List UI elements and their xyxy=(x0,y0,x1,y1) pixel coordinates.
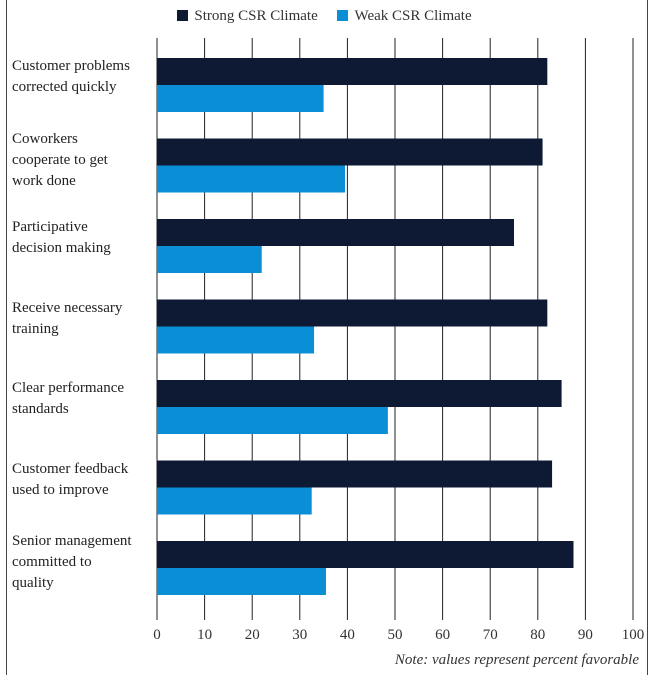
bar-strong-2 xyxy=(157,219,514,246)
x-tick-label: 90 xyxy=(577,627,593,643)
category-label-line: decision making xyxy=(12,240,111,256)
category-label-line: standards xyxy=(12,401,69,417)
category-label-line: corrected quickly xyxy=(12,79,117,95)
category-label: Customer problems corrected quickly xyxy=(12,56,157,98)
x-tick-label: 60 xyxy=(435,627,451,643)
bar-strong-4 xyxy=(157,380,562,407)
category-label-line: cooperate to get xyxy=(12,151,108,168)
x-tick-label: 0 xyxy=(153,627,161,643)
frame-border xyxy=(6,0,648,675)
legend-item-strong: Strong CSR Climate xyxy=(177,8,318,25)
x-tick-label: 100 xyxy=(621,627,645,643)
bar-weak-0 xyxy=(157,85,324,112)
legend-label-strong: Strong CSR Climate xyxy=(194,8,318,24)
bar-strong-3 xyxy=(157,299,548,327)
x-tick-label: 10 xyxy=(197,627,213,643)
category-label: Coworkers cooperate to get work done xyxy=(12,129,157,192)
category-label-line: Participative xyxy=(12,219,88,235)
legend-label-weak: Weak CSR Climate xyxy=(354,8,472,24)
bar-weak-2 xyxy=(157,246,262,273)
chart-note: Note: values represent percent favorable xyxy=(394,652,639,668)
legend: Strong CSR Climate Weak CSR Climate xyxy=(0,8,649,25)
bar-weak-3 xyxy=(157,326,315,354)
bar-strong-5 xyxy=(157,460,553,488)
bar-weak-6 xyxy=(157,568,326,595)
x-tick-label: 30 xyxy=(292,627,308,643)
category-label: Customer feedback used to improve xyxy=(12,459,157,501)
bar-weak-1 xyxy=(157,165,346,193)
x-tick-label: 70 xyxy=(482,627,498,643)
legend-swatch-weak xyxy=(337,10,349,21)
bar-strong-1 xyxy=(157,138,543,166)
bar-strong-6 xyxy=(157,541,574,568)
category-label: Senior management committed to quality xyxy=(12,531,157,594)
x-tick-label: 80 xyxy=(530,627,546,643)
category-label-line: committed to xyxy=(12,554,92,570)
bar-strong-0 xyxy=(157,58,548,85)
category-label-line: used to improve xyxy=(12,481,109,498)
legend-item-weak: Weak CSR Climate xyxy=(337,8,472,25)
category-label-line: Receive necessary xyxy=(12,299,123,316)
category-label-line: Coworkers xyxy=(12,130,78,147)
category-label: Participative decision making xyxy=(12,217,157,259)
category-label-line: Customer problems xyxy=(12,58,130,74)
category-label-line: Clear performance xyxy=(12,380,125,396)
legend-swatch-strong xyxy=(177,10,189,21)
x-tick-label: 20 xyxy=(244,627,260,643)
category-label-line: work done xyxy=(12,172,76,189)
category-label-line: Customer feedback xyxy=(12,460,129,477)
x-tick-label: 40 xyxy=(339,627,355,643)
category-label: Receive necessary training xyxy=(12,298,157,340)
category-label-line: training xyxy=(12,320,59,337)
category-label-line: Senior management xyxy=(12,533,132,549)
category-label-line: quality xyxy=(12,575,54,591)
category-label: Clear performance standards xyxy=(12,378,157,420)
bar-weak-5 xyxy=(157,487,312,515)
x-tick-label: 50 xyxy=(387,627,403,643)
bar-weak-4 xyxy=(157,407,388,434)
